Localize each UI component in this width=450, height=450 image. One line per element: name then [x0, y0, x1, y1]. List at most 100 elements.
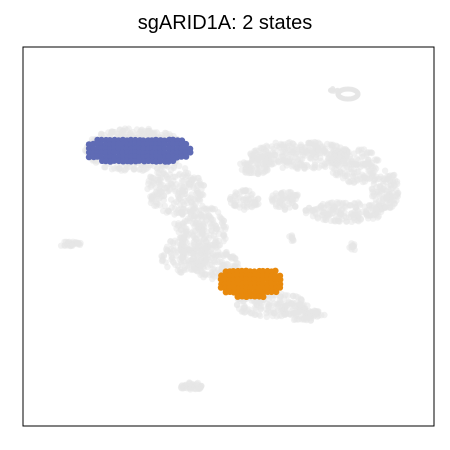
- background-cell-point: [300, 316, 308, 323]
- state-2-point: [276, 284, 284, 291]
- background-cell-point: [293, 163, 301, 171]
- background-cell-point: [170, 259, 177, 266]
- background-cell-point: [168, 253, 175, 260]
- background-cell-point: [116, 165, 123, 172]
- background-cell-point: [334, 172, 341, 179]
- state-2-point: [230, 284, 237, 291]
- background-cell-point: [326, 211, 333, 218]
- background-cell-point: [193, 236, 200, 243]
- background-cell-point: [331, 203, 338, 210]
- background-cell-point: [158, 252, 165, 260]
- background-cell-point: [257, 144, 264, 151]
- background-cell-point: [308, 145, 316, 152]
- background-cell-point: [303, 149, 310, 156]
- state-2-point: [260, 293, 267, 301]
- background-cell-point: [391, 200, 398, 207]
- background-cell-point: [342, 153, 349, 160]
- state-series-2: [217, 267, 284, 301]
- background-cell-point: [290, 292, 297, 300]
- background-cell-point: [327, 141, 334, 148]
- background-cell-point: [348, 161, 355, 168]
- chart-title: sgARID1A: 2 states: [137, 12, 313, 34]
- background-cell-point: [194, 174, 201, 182]
- background-cell-point: [335, 162, 343, 170]
- background-cell-point: [181, 223, 188, 231]
- state-1-point: [90, 140, 97, 148]
- state-2-point: [272, 267, 279, 274]
- background-cell-point: [371, 175, 378, 183]
- background-cell-point: [286, 204, 293, 211]
- background-cell-point: [179, 173, 186, 180]
- background-cell-point: [255, 311, 263, 318]
- background-cell-point: [209, 205, 216, 213]
- background-cell-point: [233, 301, 241, 308]
- state-series-1: [85, 136, 194, 165]
- state-1-point: [182, 153, 190, 160]
- background-cell-point: [275, 157, 282, 164]
- background-cell-point: [308, 151, 315, 158]
- background-cell-point: [348, 177, 355, 185]
- background-cell-point: [331, 166, 338, 173]
- background-cell-point: [284, 159, 291, 166]
- background-cell-point: [335, 87, 341, 93]
- background-cell-point: [203, 205, 211, 212]
- background-cell-point: [360, 146, 368, 153]
- background-cell-point: [178, 234, 185, 241]
- background-cell-point: [108, 130, 115, 137]
- background-cell-point: [214, 251, 222, 259]
- background-cell-point: [347, 210, 355, 217]
- background-cell-point: [305, 309, 313, 316]
- background-cell-point: [241, 302, 248, 309]
- state-1-point: [85, 153, 93, 161]
- background-cell-point: [264, 166, 271, 173]
- background-cell-point: [331, 151, 338, 159]
- background-cell-point: [102, 164, 109, 171]
- background-cell-point: [181, 165, 189, 172]
- background-cell-point: [279, 201, 286, 209]
- state-1-point: [182, 140, 190, 148]
- background-cell-point: [190, 195, 198, 203]
- background-cell-point: [290, 159, 297, 166]
- background-cell-point: [264, 300, 271, 307]
- background-cell-point: [369, 189, 376, 196]
- plot-frame: [22, 46, 435, 427]
- background-cell-point: [179, 183, 186, 191]
- background-cell-point: [155, 196, 162, 203]
- background-cell-point: [220, 232, 227, 240]
- background-cell-point: [235, 195, 242, 202]
- background-cell-point: [360, 153, 367, 160]
- background-cell-point: [195, 189, 202, 196]
- background-cell-point: [325, 202, 332, 209]
- background-cell-point: [163, 243, 171, 250]
- background-cell-point: [203, 244, 211, 251]
- background-cell-point: [172, 187, 179, 195]
- background-cell-point: [274, 192, 281, 199]
- state-1-point: [127, 158, 135, 165]
- background-cell-point: [189, 206, 196, 214]
- highlighted-states: [85, 136, 284, 301]
- background-cell-point: [196, 180, 203, 187]
- background-cell-point: [363, 174, 370, 182]
- background-cell-point: [251, 152, 258, 159]
- background-cell-point: [190, 266, 197, 273]
- background-cell-point: [345, 202, 353, 209]
- background-cell-point: [197, 263, 204, 270]
- background-cell-point: [184, 215, 192, 222]
- background-cell-point: [74, 240, 81, 247]
- state-1-point: [169, 140, 177, 148]
- background-cell-point: [245, 196, 252, 204]
- background-cell-point: [181, 248, 188, 256]
- background-cell-point: [256, 156, 264, 164]
- background-cell-point: [236, 204, 243, 211]
- background-cell-point: [305, 139, 313, 146]
- background-cell-point: [211, 242, 219, 249]
- background-cell-point: [164, 174, 171, 181]
- background-cell-point: [331, 89, 337, 94]
- background-cell-point: [286, 233, 293, 240]
- background-cell-point: [243, 202, 250, 209]
- background-cell-point: [272, 203, 280, 210]
- background-cell-point: [394, 193, 401, 200]
- background-cell-point: [292, 316, 299, 323]
- background-cell-point: [273, 313, 280, 320]
- background-cell-point: [137, 127, 145, 134]
